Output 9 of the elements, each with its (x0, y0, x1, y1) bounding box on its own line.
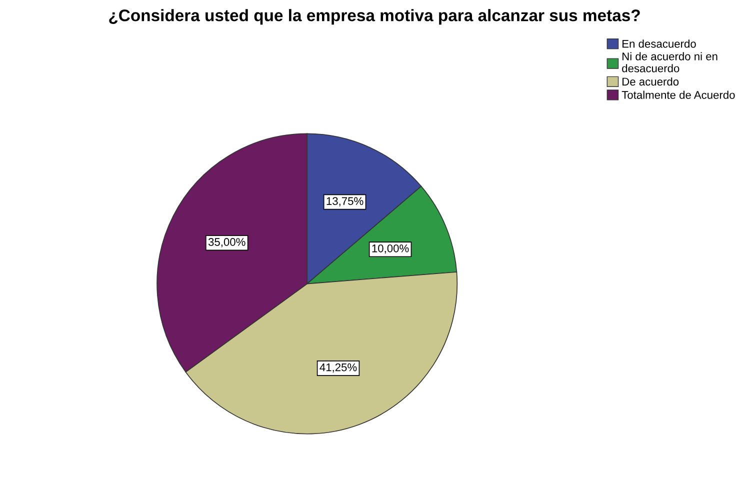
data-label: 13,75% (326, 197, 364, 206)
data-label: 10,00% (372, 244, 409, 254)
chart-title: ¿Considera usted que la empresa motiva para alcanzar sus metas? (109, 9, 640, 25)
legend-label: En desacuerdo (622, 40, 696, 48)
legend-label: Ni de acuerdo ni en desacuerdo (622, 52, 718, 72)
data-label: 41,25% (320, 363, 357, 373)
data-label: 35,00% (208, 238, 246, 248)
legend-label: Totalmente de Acuerdo (622, 90, 735, 99)
legend-label: De acuerdo (622, 77, 679, 86)
